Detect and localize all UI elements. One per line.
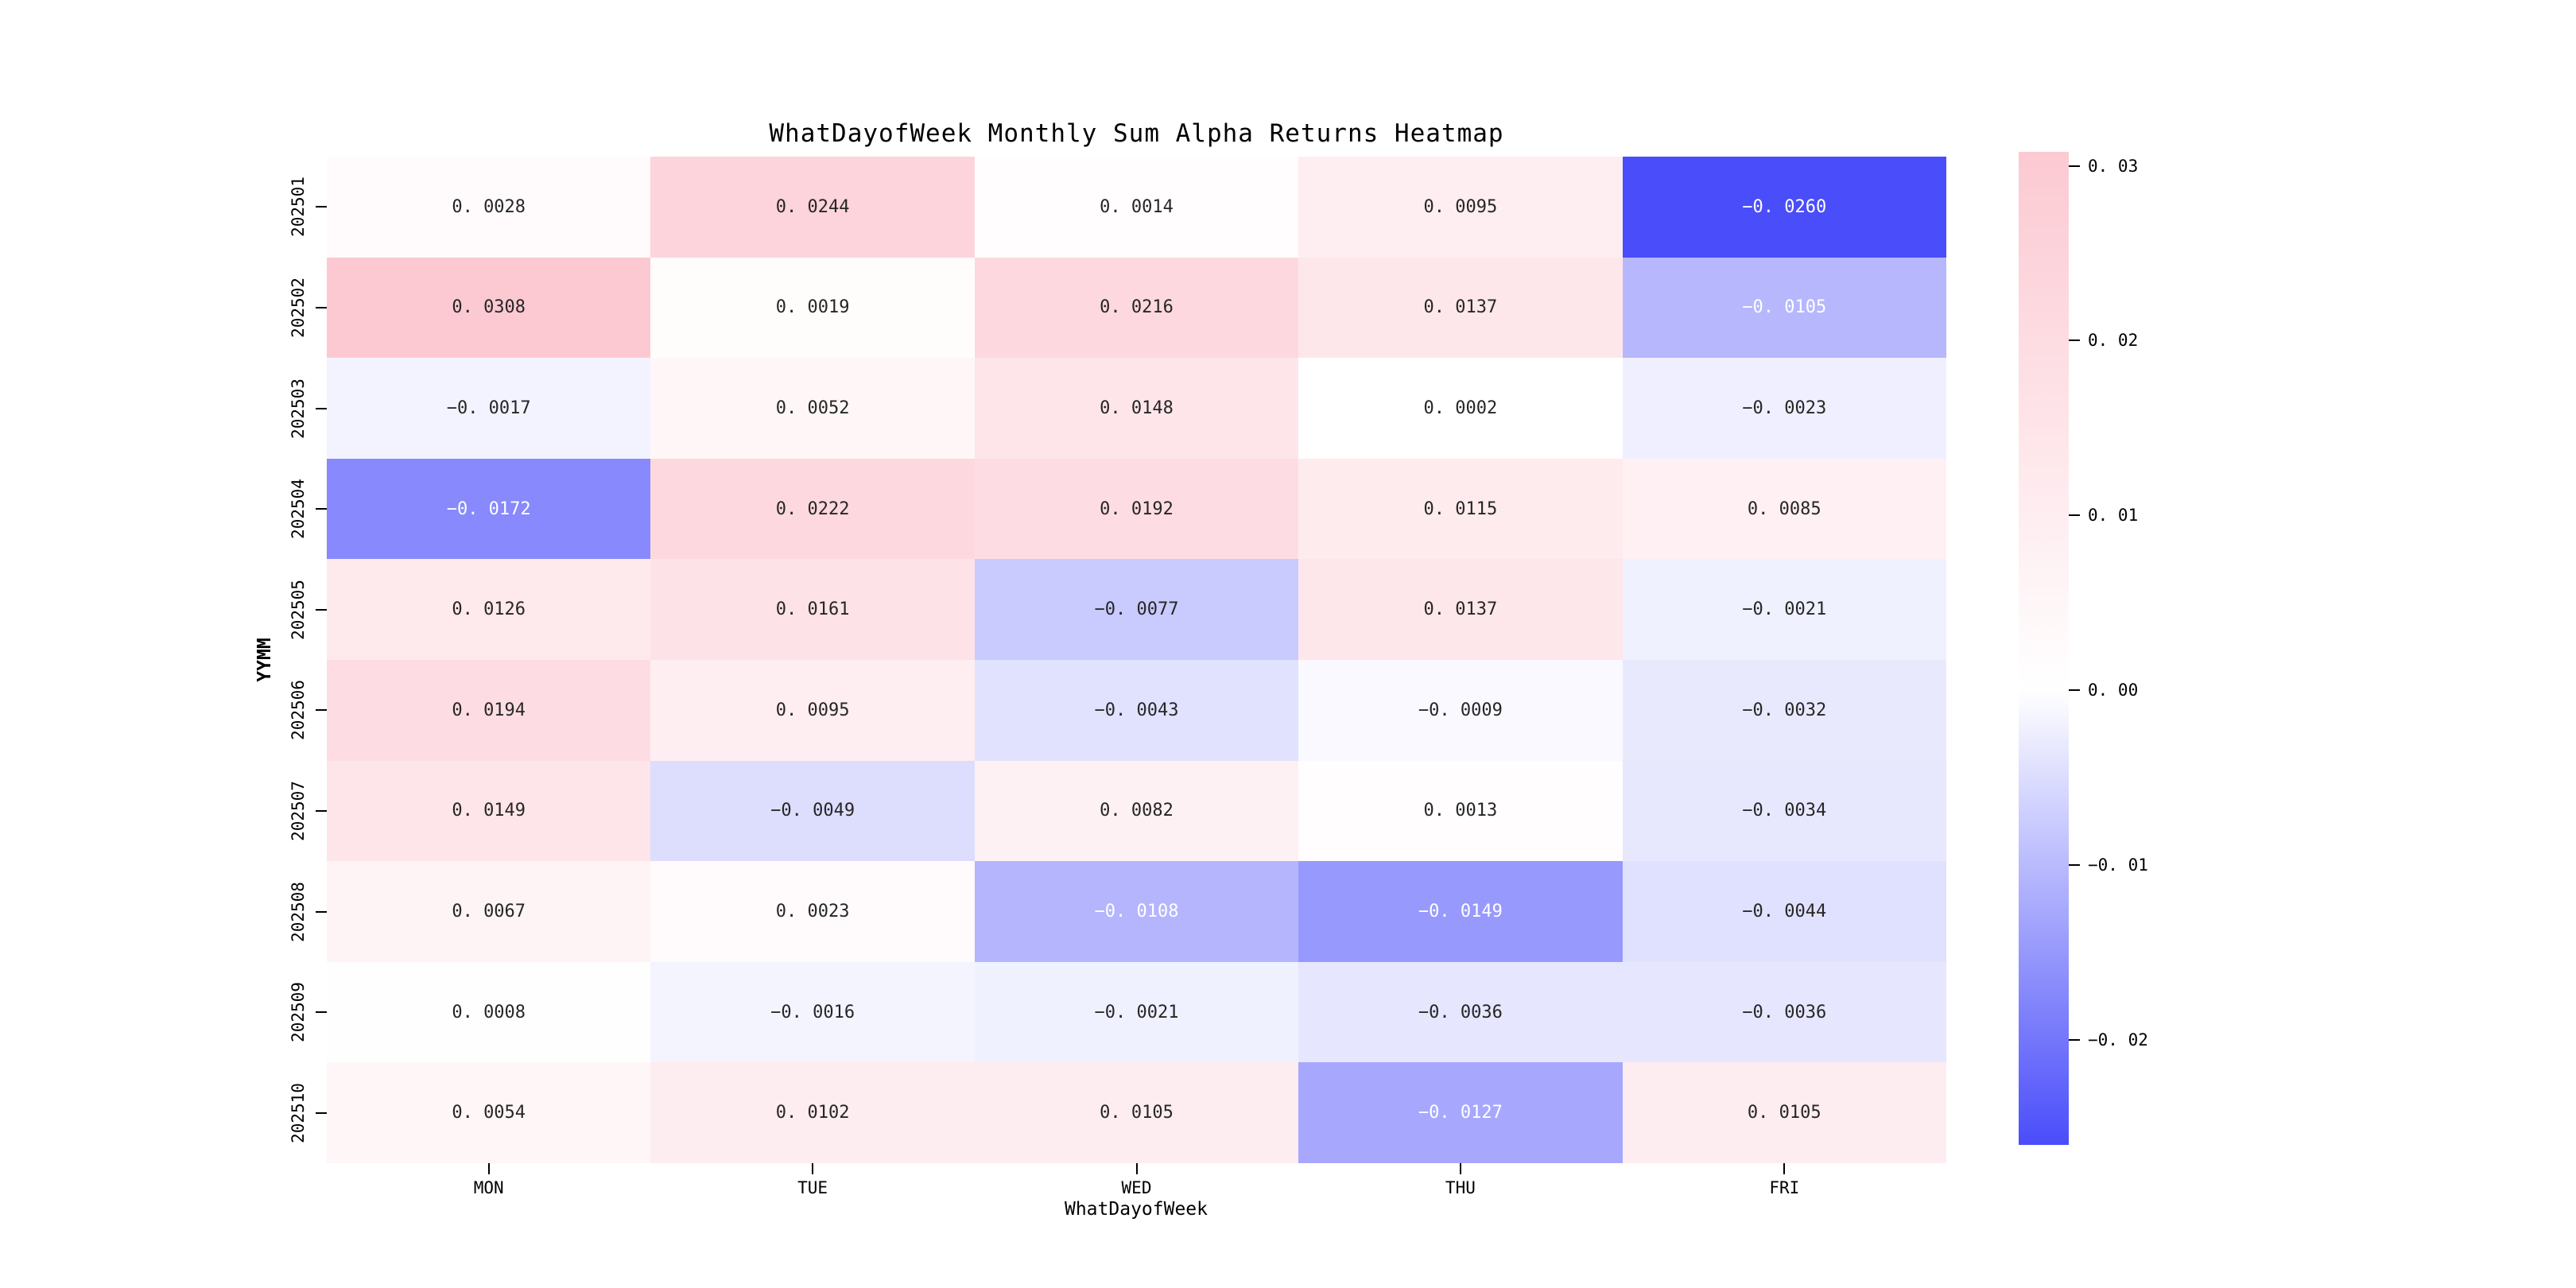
heatmap-cell-202510-FRI: 0. 0105 (1622, 1062, 1946, 1163)
heatmap-cell-202509-WED: −0. 0021 (974, 961, 1299, 1063)
x-tick-label-MON: MON (473, 1178, 504, 1197)
colorbar-tick-label: −0. 02 (2088, 1030, 2148, 1050)
y-tick (316, 608, 327, 611)
heatmap-cell-202508-FRI: −0. 0044 (1622, 861, 1946, 962)
heatmap-cell-202502-MON: 0. 0308 (327, 257, 651, 359)
heatmap-cell-202505-FRI: −0. 0021 (1622, 559, 1946, 660)
x-tick (1135, 1163, 1138, 1174)
heatmap-cell-202506-THU: −0. 0009 (1298, 659, 1623, 761)
y-tick (316, 1011, 327, 1014)
heatmap-cell-202503-THU: 0. 0002 (1298, 358, 1623, 459)
heatmap-cell-202501-TUE: 0. 0244 (650, 157, 975, 258)
colorbar (2019, 152, 2069, 1145)
heatmap-cell-202508-MON: 0. 0067 (327, 861, 651, 962)
heatmap-cell-202506-WED: −0. 0043 (974, 659, 1299, 761)
x-tick-label-THU: THU (1445, 1178, 1476, 1197)
x-tick (487, 1163, 490, 1174)
y-tick (316, 407, 327, 409)
colorbar-tick-label: 0. 00 (2088, 681, 2139, 700)
heatmap-cell-202503-TUE: 0. 0052 (650, 358, 975, 459)
heatmap-cell-202505-THU: 0. 0137 (1298, 559, 1623, 660)
heatmap-cell-202502-FRI: −0. 0105 (1622, 257, 1946, 359)
heatmap-cell-202504-WED: 0. 0192 (974, 458, 1299, 560)
heatmap-cell-202503-MON: −0. 0017 (327, 358, 651, 459)
heatmap-cell-202506-TUE: 0. 0095 (650, 659, 975, 761)
chart-title: WhatDayofWeek Monthly Sum Alpha Returns … (769, 119, 1504, 148)
y-tick (316, 508, 327, 510)
x-tick (812, 1163, 814, 1174)
y-tick (316, 306, 327, 308)
heatmap-cell-202507-THU: 0. 0013 (1298, 760, 1623, 862)
y-tick-label-202510: 202510 (289, 1082, 308, 1143)
heatmap-cell-202509-FRI: −0. 0036 (1622, 961, 1946, 1063)
y-tick-label-202502: 202502 (289, 277, 308, 338)
y-tick-label-202506: 202506 (289, 680, 308, 741)
heatmap-cell-202510-MON: 0. 0054 (327, 1062, 651, 1163)
y-tick (316, 1111, 327, 1114)
y-tick-label-202507: 202507 (289, 780, 308, 841)
heatmap-grid: 0. 0028 0. 0244 0. 0014 0. 0095 −0. 0260 0. 0… (327, 157, 1946, 1163)
heatmap-cell-202503-FRI: −0. 0023 (1622, 358, 1946, 459)
y-tick-label-202501: 202501 (289, 177, 308, 238)
heatmap-cell-202502-WED: 0. 0216 (974, 257, 1299, 359)
heatmap-cell-202509-TUE: −0. 0016 (650, 961, 975, 1063)
y-tick-label-202503: 202503 (289, 378, 308, 439)
heatmap-cell-202502-TUE: 0. 0019 (650, 257, 975, 359)
y-axis-title: YYMM (254, 638, 275, 682)
y-tick-label-202509: 202509 (289, 982, 308, 1043)
heatmap-cell-202509-THU: −0. 0036 (1298, 961, 1623, 1063)
heatmap-cell-202510-THU: −0. 0127 (1298, 1062, 1623, 1163)
heatmap-cell-202504-FRI: 0. 0085 (1622, 458, 1946, 560)
y-tick (316, 206, 327, 208)
colorbar-tick-label: −0. 01 (2088, 855, 2148, 875)
x-tick (1783, 1163, 1786, 1174)
colorbar-tick (2069, 1039, 2080, 1042)
y-tick (316, 809, 327, 812)
x-tick-label-FRI: FRI (1769, 1178, 1800, 1197)
colorbar-tick-label: 0. 02 (2088, 331, 2139, 351)
heatmap-cell-202509-MON: 0. 0008 (327, 961, 651, 1063)
colorbar-tick-label: 0. 03 (2088, 156, 2139, 176)
heatmap-cell-202503-WED: 0. 0148 (974, 358, 1299, 459)
heatmap-cell-202508-WED: −0. 0108 (974, 861, 1299, 962)
heatmap-cell-202507-WED: 0. 0082 (974, 760, 1299, 862)
heatmap-cell-202501-THU: 0. 0095 (1298, 157, 1623, 258)
heatmap-cell-202508-TUE: 0. 0023 (650, 861, 975, 962)
heatmap-cell-202504-THU: 0. 0115 (1298, 458, 1623, 560)
heatmap-cell-202510-WED: 0. 0105 (974, 1062, 1299, 1163)
heatmap-cell-202501-MON: 0. 0028 (327, 157, 651, 258)
x-tick-label-TUE: TUE (797, 1178, 828, 1197)
y-tick (316, 709, 327, 712)
heatmap-cell-202505-TUE: 0. 0161 (650, 559, 975, 660)
colorbar-tick (2069, 514, 2080, 517)
y-tick-label-202505: 202505 (289, 579, 308, 640)
heatmap-cell-202507-TUE: −0. 0049 (650, 760, 975, 862)
heatmap-cell-202504-TUE: 0. 0222 (650, 458, 975, 560)
heatmap-cell-202506-MON: 0. 0194 (327, 659, 651, 761)
colorbar-tick-label: 0. 01 (2088, 506, 2139, 526)
heatmap-cell-202507-MON: 0. 0149 (327, 760, 651, 862)
heatmap-cell-202508-THU: −0. 0149 (1298, 861, 1623, 962)
y-tick-label-202504: 202504 (289, 479, 308, 540)
heatmap-cell-202505-MON: 0. 0126 (327, 559, 651, 660)
heatmap-cell-202504-MON: −0. 0172 (327, 458, 651, 560)
heatmap-cell-202501-FRI: −0. 0260 (1622, 157, 1946, 258)
heatmap-cell-202510-TUE: 0. 0102 (650, 1062, 975, 1163)
y-tick-label-202508: 202508 (289, 881, 308, 942)
colorbar-tick (2069, 864, 2080, 867)
colorbar-tick (2069, 689, 2080, 692)
heatmap-cell-202507-FRI: −0. 0034 (1622, 760, 1946, 862)
heatmap-cell-202501-WED: 0. 0014 (974, 157, 1299, 258)
y-tick (316, 910, 327, 913)
x-tick-label-WED: WED (1121, 1178, 1152, 1197)
heatmap-cell-202502-THU: 0. 0137 (1298, 257, 1623, 359)
colorbar-tick (2069, 339, 2080, 342)
heatmap-cell-202506-FRI: −0. 0032 (1622, 659, 1946, 761)
x-tick (1459, 1163, 1461, 1174)
x-axis-title: WhatDayofWeek (1064, 1199, 1208, 1220)
heatmap-cell-202505-WED: −0. 0077 (974, 559, 1299, 660)
colorbar-tick (2069, 165, 2080, 167)
